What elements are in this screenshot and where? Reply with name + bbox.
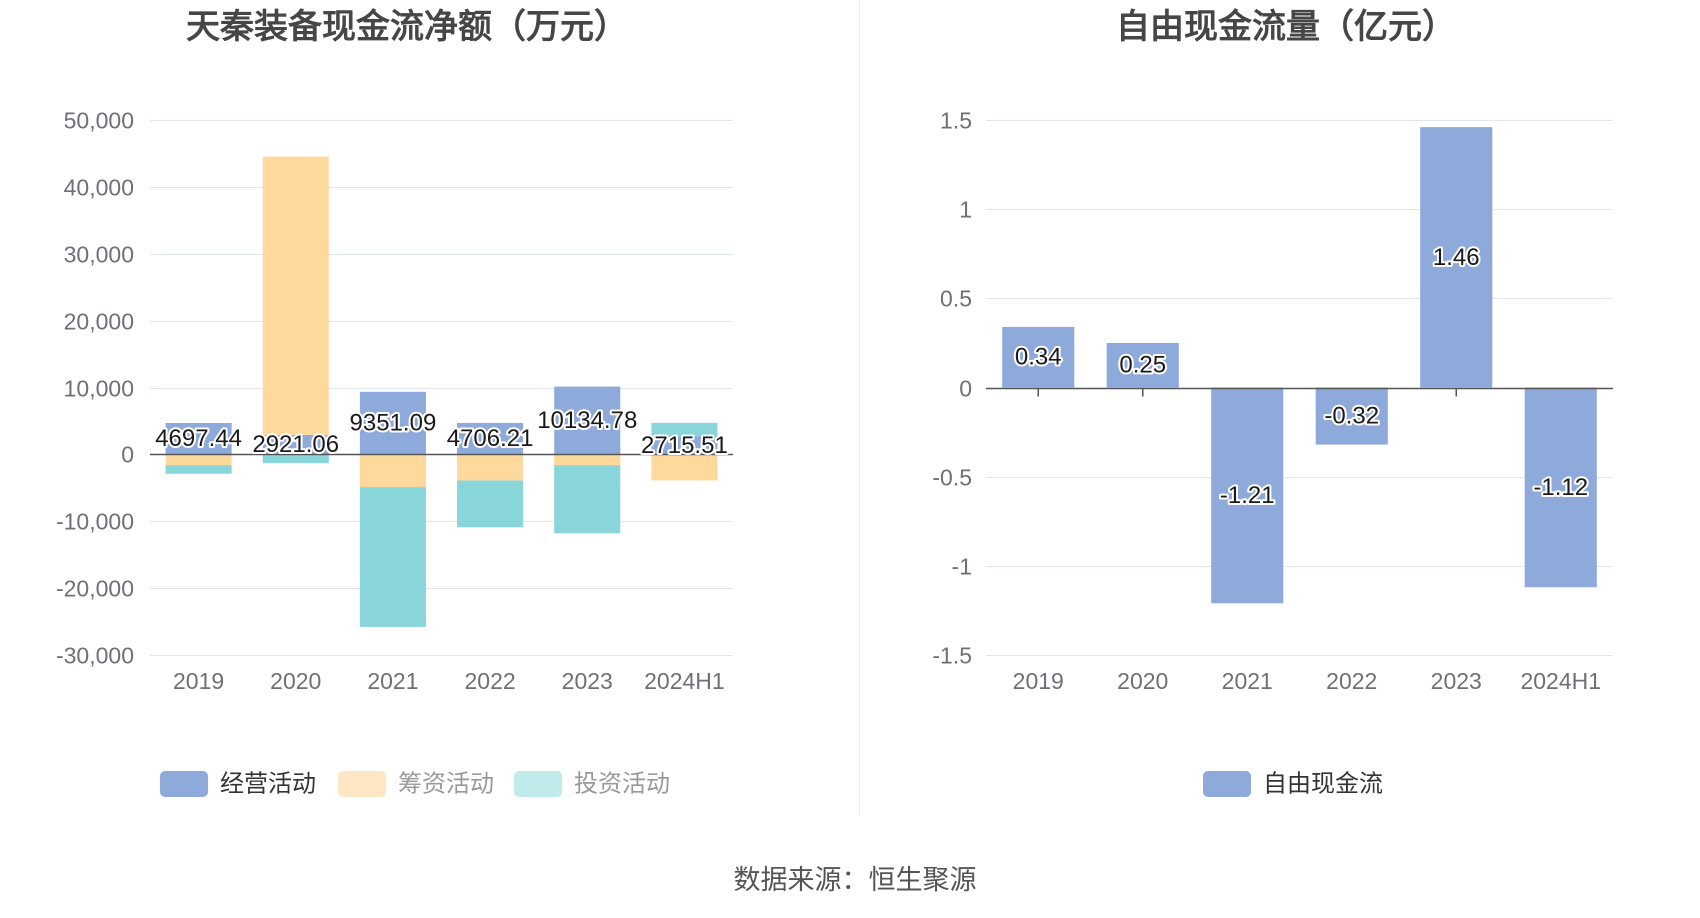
x-tick-label: 2024H1 <box>1520 668 1601 694</box>
series-operating-activities <box>165 386 718 455</box>
data-label: 9351.09 <box>350 410 437 437</box>
legend-item-free-cash-flow[interactable]: 自由现金流 <box>1203 771 1383 798</box>
y-tick-label: -20,000 <box>56 576 134 602</box>
series-free-cash-flow <box>1002 127 1597 604</box>
bar-investing-activities-2023 <box>554 465 621 534</box>
bar-investing-activities-2024h1 <box>651 422 718 437</box>
bar-financing-activities-2022 <box>457 454 524 481</box>
y-tick-label: -1 <box>952 554 972 580</box>
bar-free-cash-flow-2024h1 <box>1524 387 1597 588</box>
legend-swatch <box>514 771 562 797</box>
legend-swatch <box>160 771 208 797</box>
legend-label: 投资活动 <box>574 771 670 798</box>
y-tick-label: -1.5 <box>932 643 972 669</box>
x-axis: 2019 2020 2021 2022 2023 2024H1 <box>1013 388 1601 694</box>
y-tick-label: 40,000 <box>64 175 134 201</box>
bar-investing-activities-2020 <box>262 454 329 464</box>
bar-financing-activities-2023 <box>554 454 621 466</box>
y-tick-label: 1.5 <box>940 108 972 134</box>
chart-title: 天秦装备现金流净额（万元） <box>186 7 628 46</box>
bar-free-cash-flow-2022 <box>1315 387 1388 445</box>
cash-flow-net-chart: 天秦装备现金流净额（万元） 50,000 40,000 30,000 20,000 10,… <box>56 7 733 798</box>
legend: 自由现金流 <box>1203 771 1383 798</box>
bar-free-cash-flow-2023 <box>1420 127 1493 388</box>
x-tick-label: 2020 <box>1117 668 1168 694</box>
data-label: 2921.06 <box>252 431 339 458</box>
x-tick-label: 2019 <box>173 668 224 694</box>
bar-operating-activities-2024h1 <box>651 436 718 455</box>
data-label: 2715.51 <box>641 432 728 459</box>
x-axis: 2019 2020 2021 2022 2023 2024H1 <box>173 454 725 694</box>
bar-financing-activities-2019 <box>165 454 232 466</box>
bar-investing-activities-2022 <box>457 480 524 528</box>
bar-financing-activities-2020 <box>262 156 329 435</box>
data-label: -0.32 <box>1324 403 1379 430</box>
legend-item-operating-activities[interactable]: 经营活动 <box>160 771 316 798</box>
bar-investing-activities-2021 <box>359 487 426 627</box>
legend-label: 自由现金流 <box>1263 771 1383 798</box>
y-tick-label: 30,000 <box>64 242 134 268</box>
bar-operating-activities-2022 <box>457 422 524 455</box>
bar-investing-activities-2019 <box>165 465 232 474</box>
bar-free-cash-flow-2021 <box>1211 387 1284 604</box>
x-tick-label: 2021 <box>367 668 418 694</box>
legend: 经营活动 筹资活动 投资活动 <box>160 771 670 798</box>
y-axis: 50,000 40,000 30,000 20,000 10,000 0 -10,000 -2… <box>56 108 733 669</box>
y-tick-label: 10,000 <box>64 376 134 402</box>
legend-label: 筹资活动 <box>398 771 494 798</box>
data-label: -1.12 <box>1533 474 1588 501</box>
series-investing-activities <box>165 422 718 627</box>
data-labels: 0.34 0.25 -1.21 -0.32 1.46 -1.12 <box>1013 242 1590 511</box>
bars <box>1002 127 1597 604</box>
bar-operating-activities-2023 <box>554 386 621 455</box>
x-tick-label: 2019 <box>1013 668 1064 694</box>
free-cash-flow-chart: 自由现金流量（亿元） 1.5 1 0.5 0 -0.5 -1 -1.5 2019 2020 2021… <box>932 7 1613 798</box>
x-tick-label: 2020 <box>270 668 321 694</box>
data-label: 4697.44 <box>155 425 242 452</box>
bar-financing-activities-2024h1 <box>651 454 718 481</box>
legend-swatch <box>1203 771 1251 797</box>
y-tick-label: 20,000 <box>64 309 134 335</box>
y-tick-label: 1 <box>959 197 972 223</box>
data-labels: 4697.44 2921.06 9351.09 4706.2110134.782715… <box>153 405 730 461</box>
bar-operating-activities-2020 <box>262 434 329 455</box>
chart-title: 自由现金流量（亿元） <box>1116 7 1456 46</box>
series-financing-activities <box>165 156 718 488</box>
y-tick-label: 0 <box>121 442 134 468</box>
bar-financing-activities-2021 <box>359 454 426 488</box>
legend-item-financing-activities[interactable]: 筹资活动 <box>338 771 494 798</box>
data-label: 4706.21 <box>447 425 534 452</box>
y-tick-label: -30,000 <box>56 643 134 669</box>
data-label: -1.21 <box>1220 482 1275 509</box>
y-tick-label: 50,000 <box>64 108 134 134</box>
y-tick-label: -10,000 <box>56 509 134 535</box>
x-tick-label: 2024H1 <box>644 668 725 694</box>
bar-free-cash-flow-2020 <box>1106 342 1179 388</box>
x-tick-label: 2023 <box>562 668 613 694</box>
data-source-note: 数据来源：恒生聚源 <box>734 865 977 895</box>
x-tick-label: 2021 <box>1222 668 1273 694</box>
data-label: 1.46 <box>1433 244 1480 271</box>
data-label: 0.34 <box>1015 344 1062 371</box>
bar-operating-activities-2019 <box>165 422 232 455</box>
data-label: 10134.78 <box>537 407 637 434</box>
y-tick-label: 0.5 <box>940 286 972 312</box>
y-tick-label: -0.5 <box>932 465 972 491</box>
bar-free-cash-flow-2019 <box>1002 326 1075 388</box>
legend-item-investing-activities[interactable]: 投资活动 <box>514 771 670 798</box>
y-tick-label: 0 <box>959 376 972 402</box>
x-tick-label: 2023 <box>1431 668 1482 694</box>
x-tick-label: 2022 <box>1326 668 1377 694</box>
legend-label: 经营活动 <box>220 771 316 798</box>
data-label: 0.25 <box>1119 352 1166 379</box>
x-tick-label: 2022 <box>464 668 515 694</box>
bars <box>165 156 718 627</box>
legend-swatch <box>338 771 386 797</box>
bar-operating-activities-2021 <box>359 391 426 455</box>
